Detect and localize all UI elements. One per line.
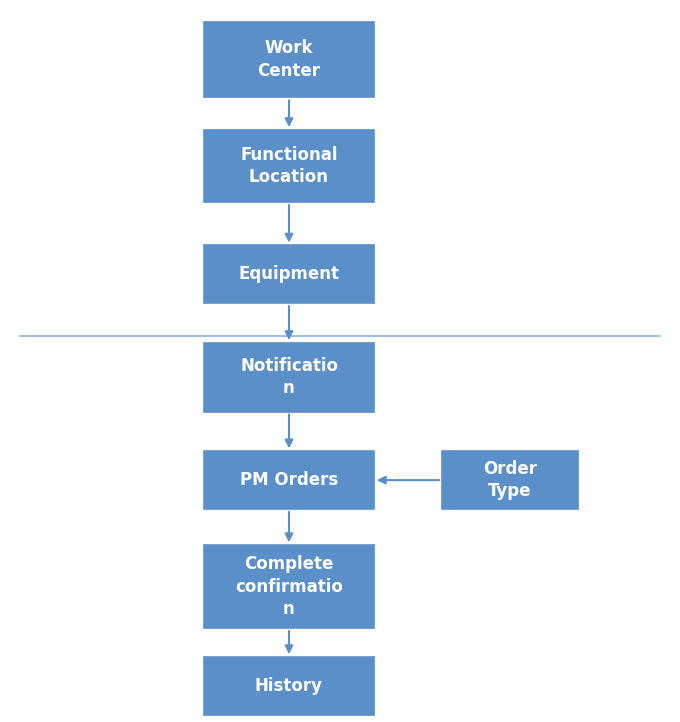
Text: Order
Type: Order Type (483, 460, 537, 500)
FancyBboxPatch shape (204, 343, 374, 412)
Text: Functional
Location: Functional Location (240, 146, 338, 186)
Text: Work
Center: Work Center (258, 40, 320, 79)
FancyBboxPatch shape (204, 451, 374, 509)
Text: Notificatio
n: Notificatio n (240, 357, 338, 397)
FancyBboxPatch shape (204, 22, 374, 97)
Text: History: History (255, 677, 323, 695)
FancyBboxPatch shape (204, 245, 374, 303)
Text: Complete
confirmatio
n: Complete confirmatio n (235, 555, 343, 618)
FancyBboxPatch shape (204, 545, 374, 628)
Text: Equipment: Equipment (239, 266, 339, 283)
FancyBboxPatch shape (204, 657, 374, 715)
FancyBboxPatch shape (204, 130, 374, 202)
Text: PM Orders: PM Orders (240, 471, 338, 489)
FancyBboxPatch shape (442, 451, 578, 509)
